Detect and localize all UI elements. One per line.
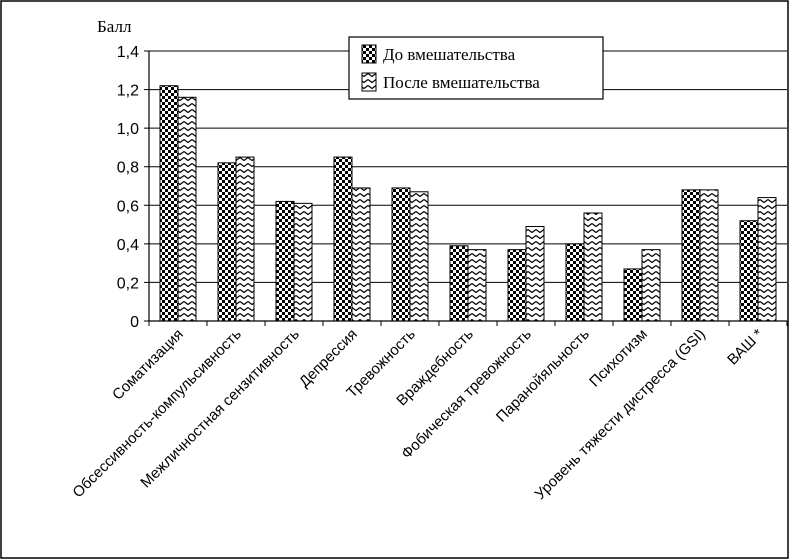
bar-after	[351, 187, 371, 322]
y-tick-label: 0,2	[117, 275, 139, 292]
bar-after	[525, 226, 545, 322]
y-tick-label: 0,6	[117, 198, 139, 215]
bar-before	[739, 220, 759, 322]
y-tick-label: 0,8	[117, 160, 139, 177]
bar-after	[177, 96, 197, 322]
bar-before	[391, 187, 411, 322]
y-tick-label: 1,4	[117, 44, 139, 61]
bar-before	[333, 156, 353, 322]
bars	[159, 85, 777, 322]
bar-after	[699, 189, 719, 322]
legend: До вмешательства После вмешательства	[348, 36, 604, 100]
y-tick-label: 1,0	[117, 121, 139, 138]
bar-before	[565, 243, 585, 322]
legend-swatch-after	[361, 72, 377, 92]
y-tick-label: 1,2	[117, 83, 139, 100]
bar-after	[409, 191, 429, 322]
legend-label-before: До вмешательства	[383, 45, 516, 64]
bar-before	[159, 85, 179, 322]
y-tick-label: 0	[130, 314, 139, 331]
legend-label-after: После вмешательства	[383, 73, 540, 92]
bar-after	[757, 197, 777, 322]
legend-swatch-before	[361, 44, 377, 64]
bar-before	[623, 268, 643, 322]
bar-after	[235, 156, 255, 322]
bar-before	[681, 189, 701, 322]
bar-after	[641, 249, 661, 322]
y-tick-label: 0,4	[117, 237, 139, 254]
legend-box	[348, 36, 604, 100]
bar-before	[507, 249, 527, 322]
y-axis-title: Балл	[97, 17, 132, 36]
bar-before	[275, 200, 295, 322]
bar-before	[449, 245, 469, 322]
bar-after	[293, 202, 313, 322]
bar-before	[217, 162, 237, 322]
bar-after	[467, 249, 487, 322]
bar-after	[583, 212, 603, 322]
